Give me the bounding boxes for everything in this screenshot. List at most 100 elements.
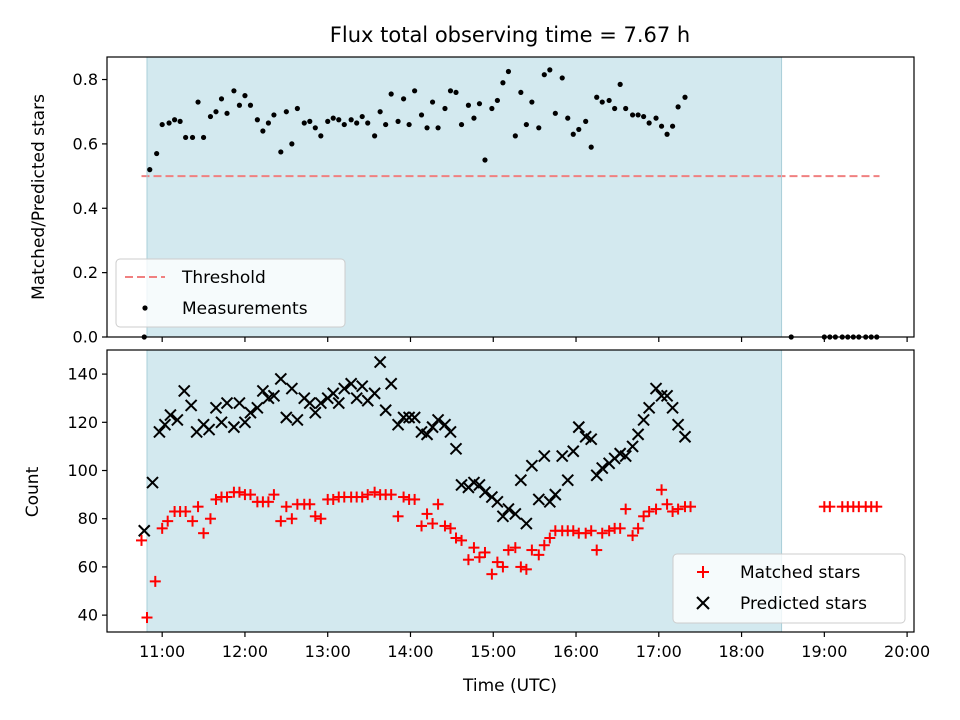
measurement-point (154, 150, 160, 157)
measurement-point (541, 72, 547, 78)
x-tick-label: 13:00 (305, 642, 351, 661)
matched-star-point (409, 493, 421, 505)
matched-star-point (362, 489, 374, 501)
x-tick-label: 19:00 (801, 642, 847, 661)
matched-star-point (421, 508, 433, 520)
matched-star-point (614, 522, 626, 534)
matched-star-point (385, 489, 397, 501)
measurement-point (372, 133, 378, 139)
predicted-star-point (637, 413, 650, 427)
threshold-legend-label: Threshold (181, 268, 266, 288)
matched-star-point (192, 501, 204, 513)
matched-star-point (567, 525, 579, 537)
measurement-point (236, 102, 243, 108)
matched-star-point (187, 515, 199, 527)
predicted-star-point (274, 372, 288, 386)
predicted-star-point (631, 428, 645, 441)
measurement-point (207, 113, 214, 120)
measurement-point (412, 88, 418, 94)
predicted-star-point (344, 377, 358, 390)
measurement-point (447, 88, 454, 94)
predicted-star-point (309, 406, 322, 419)
matched-star-point (315, 513, 327, 525)
x-tick-label: 17:00 (636, 642, 682, 661)
predicted-star-point (291, 413, 304, 427)
ratio-panel: Flux total observing time = 7.67 h 0.00.… (29, 23, 915, 347)
matched-star-point (538, 539, 550, 551)
predicted-star-point (520, 517, 533, 530)
predicted-star-point (244, 406, 257, 419)
measurement-point (400, 96, 407, 102)
matched-star-point (520, 563, 532, 575)
measurement-point (658, 123, 665, 129)
predicted-star-point (538, 449, 551, 463)
matched-star-point (627, 530, 639, 542)
measurement-point (301, 120, 307, 126)
y-tick-label: 0.6 (73, 134, 98, 153)
measurement-point (341, 121, 347, 128)
measurement-point (383, 121, 389, 128)
measurement-point (359, 113, 365, 120)
top-x-axis-ticks (161, 337, 908, 342)
measurement-point (565, 115, 571, 121)
measurement-point (617, 81, 623, 87)
predicted-star-point (431, 413, 445, 427)
measurement-point (278, 149, 284, 155)
measurement-point (183, 134, 189, 141)
predicted-star-point (420, 428, 434, 441)
predicted-star-point (655, 389, 668, 403)
measurement-point (471, 115, 477, 121)
measurement-point (265, 120, 271, 126)
measurement-point (458, 121, 465, 128)
predicted-star-point (626, 440, 639, 453)
predicted-star-point (233, 396, 246, 410)
predicted-star-point (402, 411, 416, 424)
measurement-point (442, 105, 448, 112)
matched-star-point (824, 501, 836, 513)
measurement-point (418, 112, 425, 118)
y-tick-label: 120 (67, 413, 98, 432)
measurement-point (147, 167, 153, 173)
matched-star-point (456, 534, 468, 546)
matched-star-point (444, 522, 456, 534)
predicted-star-point (660, 389, 674, 403)
predicted-star-point (408, 411, 421, 424)
measurement-point (646, 120, 652, 126)
matched-star-point (198, 527, 210, 539)
y-tick-label: 0.2 (73, 263, 98, 282)
matched-star-point (432, 498, 444, 510)
matched-star-point (280, 501, 292, 513)
matched-star-point (304, 498, 316, 510)
measurement-point (547, 67, 553, 73)
measurement-point (675, 104, 681, 110)
measurement-point (218, 96, 225, 102)
x-tick-label: 18:00 (719, 642, 765, 661)
predicted-star-point (215, 416, 228, 429)
matched-star-point (497, 561, 509, 573)
predicted-star-point (238, 416, 252, 429)
predicted-star-point (373, 355, 387, 369)
measurement-point (482, 157, 488, 163)
measurement-point (200, 134, 207, 141)
measurement-point (377, 109, 383, 115)
predicted-star-point (444, 425, 457, 439)
measurement-point (489, 105, 495, 112)
measurement-point (612, 105, 618, 112)
predicted-star-point (666, 401, 679, 415)
matched-star-point (156, 522, 168, 534)
measurement-point (395, 118, 401, 124)
matched-star-point (162, 515, 174, 527)
matched-star-point (526, 544, 538, 556)
x-tick-label: 15:00 (470, 642, 516, 661)
measurement-point (588, 144, 594, 150)
predicted-star-point (671, 418, 685, 431)
predicted-star-point (332, 396, 345, 410)
predicted-star-point (178, 384, 191, 398)
matched-star-point (468, 542, 480, 554)
measurement-point (476, 101, 483, 107)
predicted-star-point (379, 404, 392, 417)
predicted-star-point (171, 413, 184, 427)
predicted-star-point (572, 420, 585, 434)
predicted-star-point (285, 382, 299, 395)
measurement-point (365, 120, 371, 126)
